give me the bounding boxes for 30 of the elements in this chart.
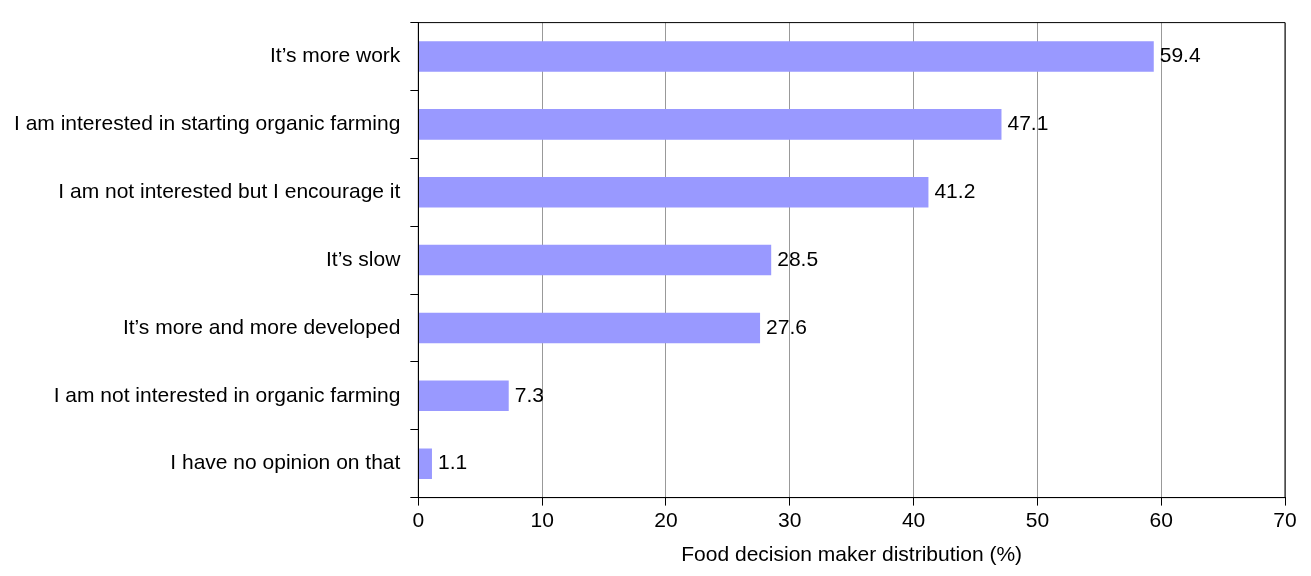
x-tick-label: 50 (1025, 508, 1050, 531)
bar (418, 312, 761, 344)
data-label: 59.4 (1159, 43, 1201, 67)
y-tick-label: It’s slow (326, 246, 402, 270)
y-tick-label: I am not interested in organic farming (53, 382, 401, 406)
x-axis-title: Food decision maker distribution (%) (681, 542, 1023, 566)
bar (418, 176, 929, 208)
bar (418, 109, 1002, 140)
bar (418, 380, 509, 412)
data-label: 1.1 (437, 450, 468, 474)
y-tick-label: I have no opinion on that (170, 450, 401, 474)
y-tick-label: I am not interested but I encourage it (58, 179, 401, 203)
y-tick-label: It’s more and more developed (122, 314, 401, 338)
y-tick-label: It’s more work (270, 43, 401, 67)
x-tick-label: 30 (778, 508, 802, 531)
data-label: 28.5 (777, 246, 819, 270)
bar (418, 244, 772, 276)
x-tick-label: 70 (1273, 508, 1297, 531)
bar (418, 41, 1154, 72)
data-label: 41.2 (934, 179, 976, 203)
x-tick-label: 40 (901, 508, 926, 531)
x-tick-label: 0 (412, 508, 425, 531)
x-tick-label: 10 (530, 508, 554, 531)
y-tick-label: I am interested in starting organic farming (13, 111, 401, 135)
x-tick-label: 20 (654, 508, 678, 531)
data-label: 27.6 (766, 314, 807, 338)
data-label: 47.1 (1007, 111, 1049, 135)
x-tick-label: 60 (1149, 508, 1173, 531)
data-label: 7.3 (514, 382, 544, 406)
bar (418, 448, 432, 479)
